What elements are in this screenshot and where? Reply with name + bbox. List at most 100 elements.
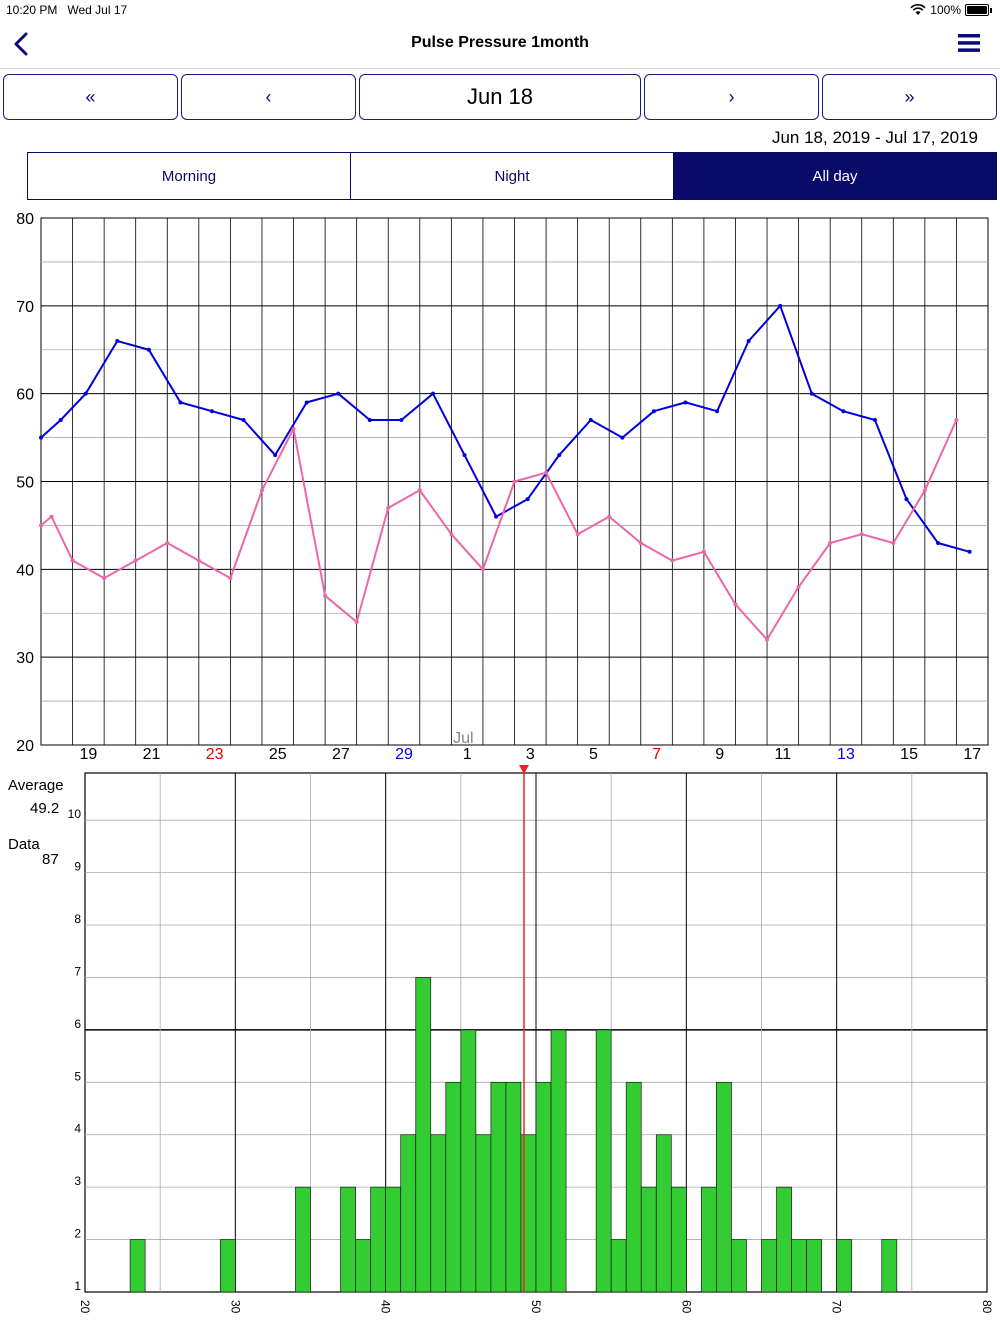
x-tick-label: 9 (715, 746, 724, 760)
histogram-bar (385, 1186, 402, 1293)
next-period-button[interactable]: › (644, 74, 819, 120)
x-tick-label: 40 (379, 1300, 393, 1314)
data-point (891, 540, 896, 545)
time-of-day-segmented-control: Morning Night All day (27, 152, 997, 200)
prev-period-button[interactable]: ‹ (181, 74, 356, 120)
x-tick-label: 70 (830, 1300, 844, 1314)
chevron-left-icon: ‹ (265, 86, 272, 107)
nav-bar: Pulse Pressure 1month (0, 20, 1000, 69)
data-point (386, 505, 391, 510)
histogram-bar (595, 1029, 612, 1293)
data-point (304, 400, 309, 405)
y-tick-label: 20 (16, 738, 34, 755)
data-point (796, 584, 801, 589)
y-tick-label: 6 (74, 1017, 81, 1031)
histogram-bar (520, 1134, 537, 1293)
x-tick-label: 23 (206, 746, 224, 760)
last-period-button[interactable]: » (822, 74, 997, 120)
data-point (638, 540, 643, 545)
month-label: Jul (453, 730, 473, 747)
data-point (494, 514, 499, 519)
x-tick-label: 1 (463, 746, 472, 760)
histogram-bar (791, 1239, 807, 1293)
histogram-bar (550, 1029, 567, 1293)
data-point (683, 400, 688, 405)
x-tick-label: 29 (395, 746, 413, 760)
histogram-bar (415, 977, 432, 1293)
data-point (273, 453, 278, 458)
y-tick-label: 10 (68, 807, 82, 821)
page-title: Pulse Pressure 1month (411, 34, 589, 51)
data-point (620, 435, 625, 440)
data-count-label: Data (8, 836, 40, 853)
series-line-pink (40, 419, 958, 641)
segment-night[interactable]: Night (351, 153, 674, 199)
data-point (922, 488, 927, 493)
histogram-bar (340, 1186, 356, 1293)
x-tick-label: 80 (980, 1300, 994, 1314)
histogram-bar (475, 1134, 492, 1293)
data-point (733, 602, 738, 607)
wifi-icon (910, 4, 926, 15)
x-tick-label: 27 (332, 746, 350, 760)
x-tick-label: 21 (143, 746, 161, 760)
data-point (544, 470, 549, 475)
period-date-button[interactable]: Jun 18 (359, 74, 641, 120)
histogram-bar (806, 1239, 822, 1293)
y-tick-label: 30 (16, 650, 34, 667)
histogram-bar (776, 1186, 792, 1293)
data-point (651, 409, 656, 414)
y-tick-label: 4 (74, 1122, 81, 1136)
data-point (904, 497, 909, 502)
data-point (967, 549, 972, 554)
data-point (715, 409, 720, 414)
y-tick-label: 1 (74, 1279, 81, 1293)
data-point (778, 303, 783, 308)
data-point (701, 549, 706, 554)
data-point (58, 418, 63, 423)
x-tick-label: 15 (900, 746, 918, 760)
histogram-bar (355, 1239, 371, 1293)
y-tick-label: 9 (74, 860, 81, 874)
date-range-label: Jun 18, 2019 - Jul 17, 2019 (771, 128, 978, 147)
data-point (607, 514, 612, 519)
average-label: Average (8, 777, 64, 794)
average-value: 49.2 (30, 800, 60, 817)
y-tick-label: 80 (16, 211, 34, 228)
histogram-bar (640, 1186, 657, 1293)
data-point (557, 453, 562, 458)
histogram-bar (129, 1239, 146, 1293)
histogram-bar (460, 1029, 477, 1293)
histogram-bar (400, 1134, 417, 1293)
data-point (765, 637, 770, 642)
histogram-bar (670, 1186, 687, 1293)
data-point (291, 426, 296, 431)
segment-morning[interactable]: Morning (28, 153, 351, 199)
period-date-label: Jun 18 (466, 84, 534, 109)
x-tick-label: 7 (652, 746, 661, 760)
histogram-bar (370, 1186, 387, 1293)
hamburger-menu-icon[interactable] (958, 33, 980, 53)
segment-all-day[interactable]: All day (674, 153, 996, 199)
histogram-bar (490, 1081, 507, 1293)
histogram-bar (836, 1239, 853, 1293)
y-tick-label: 3 (74, 1174, 81, 1188)
data-point (228, 576, 233, 581)
y-tick-label: 70 (16, 299, 34, 316)
data-point (954, 418, 959, 423)
data-count-value: 87 (42, 851, 59, 868)
average-marker (518, 765, 529, 774)
x-tick-label: 50 (529, 1300, 543, 1314)
y-tick-label: 2 (74, 1227, 81, 1241)
histogram-bar (505, 1081, 522, 1293)
data-point (841, 409, 846, 414)
pulse-pressure-histogram: 1 2 3 4 5 6 7 8 9 10 20 30 40 50 60 70 80 (68, 765, 994, 1314)
data-point (196, 558, 201, 563)
data-point (49, 514, 54, 519)
y-tick-label: 5 (74, 1069, 81, 1083)
histogram-bar (295, 1186, 311, 1293)
chevron-left-icon[interactable] (10, 30, 34, 58)
data-point (936, 540, 941, 545)
first-period-button[interactable]: « (3, 74, 178, 120)
data-point (209, 409, 214, 414)
